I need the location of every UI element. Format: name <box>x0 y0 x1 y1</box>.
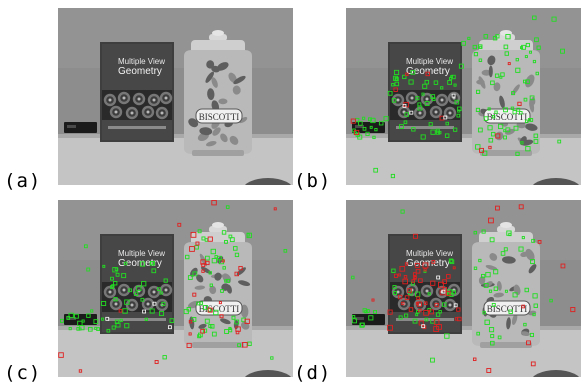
svg-text:Multiple View: Multiple View <box>406 57 453 66</box>
biscotti-jar: BISCOTTI <box>184 30 252 156</box>
svg-text:BISCOTTI: BISCOTTI <box>487 112 528 122</box>
biscotti-jar: BISCOTTI <box>184 222 252 348</box>
photo-panel-a: Multiple View Geometry BISCOTTI <box>58 8 293 185</box>
photo-panel-c: Multiple View Geometry BISCOTTI <box>58 200 293 377</box>
photo-panel-b: Multiple View Geometry BISCOTTI <box>346 8 581 185</box>
keypoint-markers <box>350 15 566 179</box>
svg-text:Geometry: Geometry <box>118 66 162 77</box>
keypoint-markers <box>58 200 288 373</box>
panel-label-a: (a) <box>4 170 42 192</box>
biscotti-jar: BISCOTTI <box>472 222 540 348</box>
svg-text:BISCOTTI: BISCOTTI <box>199 112 240 122</box>
panel-label-b: (b) <box>294 170 332 192</box>
svg-text:Multiple View: Multiple View <box>118 57 165 66</box>
svg-text:Multiple View: Multiple View <box>118 249 165 258</box>
svg-text:Geometry: Geometry <box>406 66 450 77</box>
svg-text:BISCOTTI: BISCOTTI <box>199 304 240 314</box>
panel-label-c: (c) <box>4 362 42 384</box>
svg-text:BISCOTTI: BISCOTTI <box>487 304 528 314</box>
panel-label-d: (d) <box>294 362 332 384</box>
photo-panel-d: Multiple View Geometry BISCOTTI <box>346 200 581 377</box>
biscotti-jar: BISCOTTI <box>472 30 540 156</box>
svg-text:Multiple View: Multiple View <box>406 249 453 258</box>
keypoint-markers <box>351 204 576 373</box>
